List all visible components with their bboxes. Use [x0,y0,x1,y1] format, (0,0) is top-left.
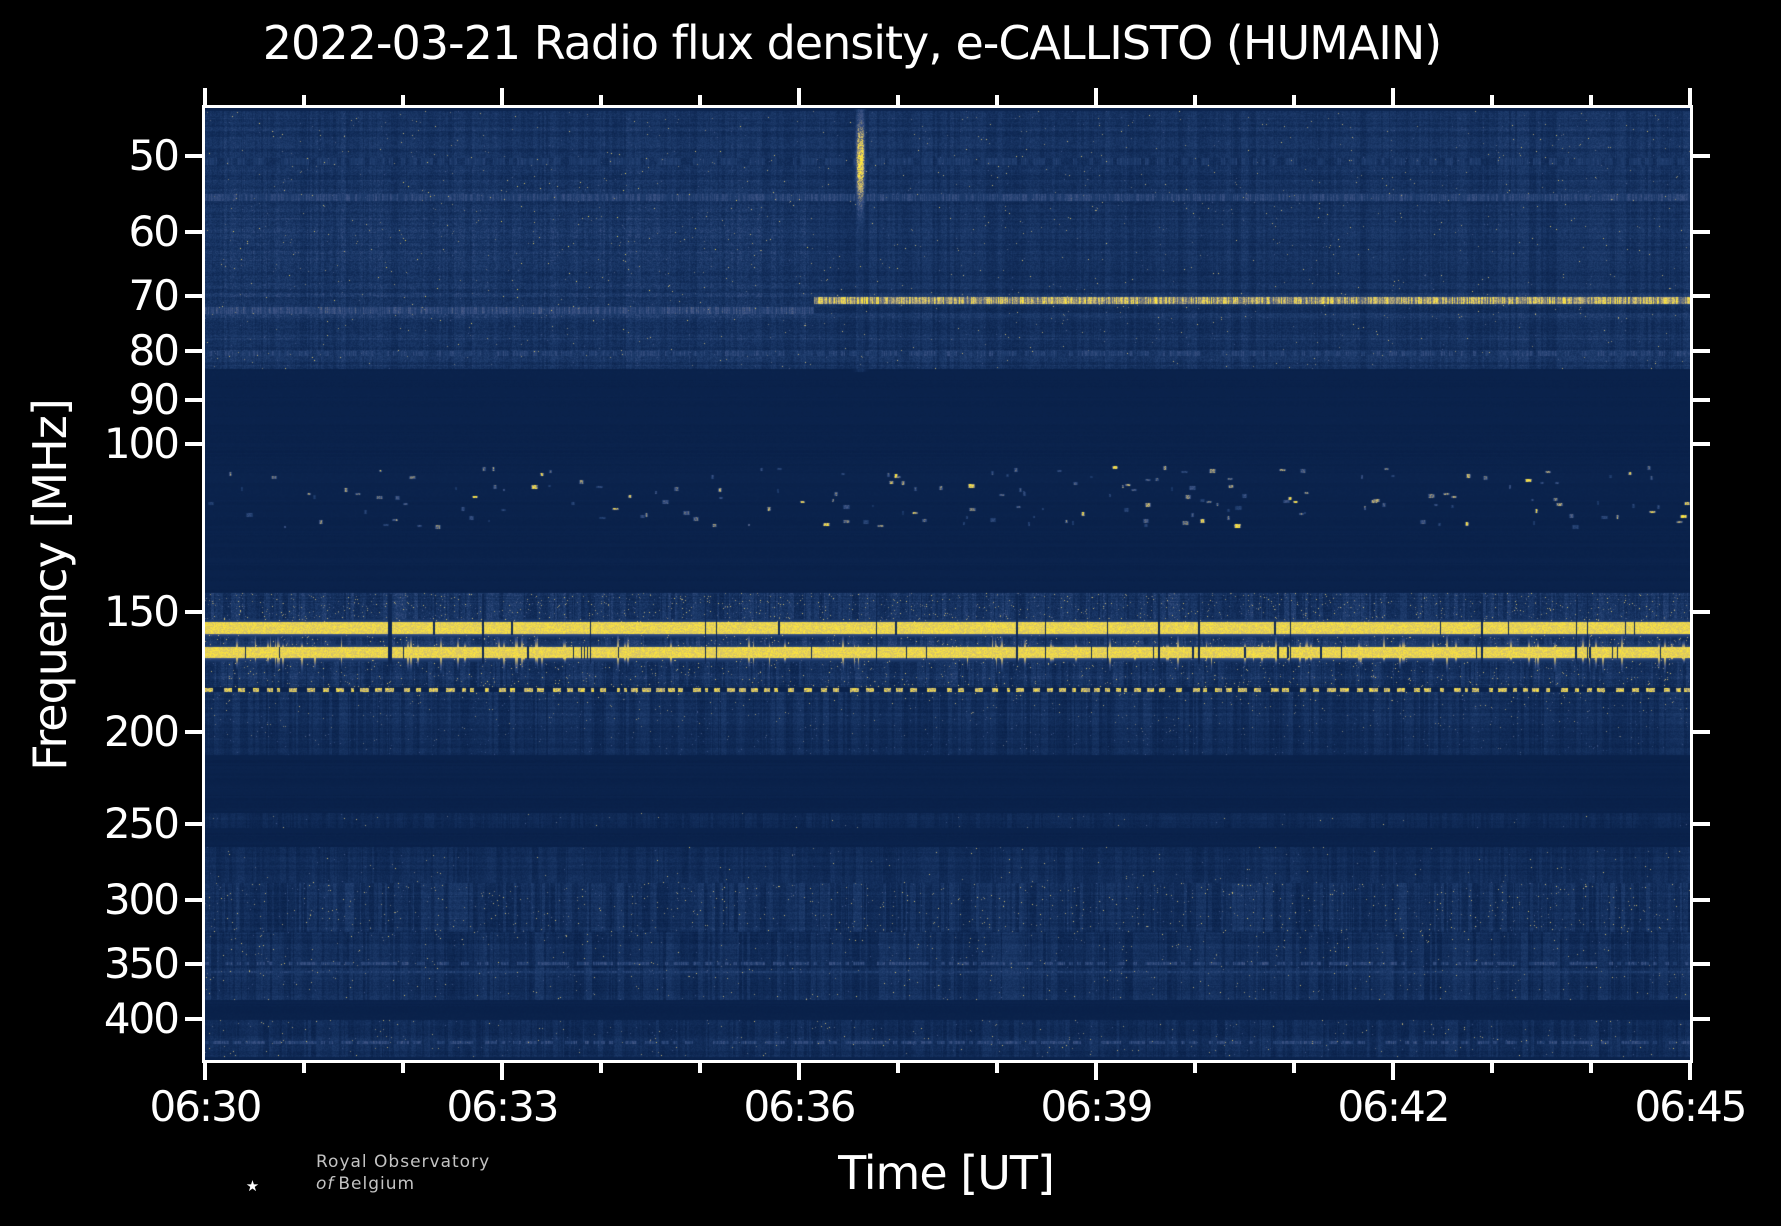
y-major-tick [185,729,202,734]
x-major-tick [1391,1063,1395,1080]
x-tick-label: 06:36 [743,1082,856,1131]
y-tick-label: 90 [128,375,180,425]
y-tick-label: 400 [103,994,180,1044]
y-major-tick-right [1693,154,1710,159]
x-minor-tick [995,1063,999,1073]
y-major-tick-right [1693,442,1710,447]
logo-line2: of Belgium [316,1174,416,1194]
x-minor-tick-top [1193,95,1197,105]
x-minor-tick-top [599,95,603,105]
y-major-tick [185,154,202,159]
y-major-tick-right [1693,398,1710,403]
x-minor-tick-top [401,95,405,105]
x-minor-tick [698,1063,702,1073]
y-major-tick-right [1693,230,1710,235]
y-tick-label: 100 [103,419,180,469]
x-major-tick [797,1063,801,1080]
y-major-tick-right [1693,898,1710,903]
x-major-tick [500,1063,504,1080]
x-tick-label: 06:30 [149,1082,262,1131]
chart-title: 2022-03-21 Radio flux density, e-CALLIST… [262,16,1442,70]
x-tick-label: 06:42 [1337,1082,1450,1131]
x-major-tick-top [203,88,207,105]
y-major-tick [185,610,202,615]
spectrogram-canvas [205,108,1690,1060]
y-tick-label: 60 [128,207,180,257]
y-tick-label: 350 [103,939,180,989]
rob-logo-text: Royal Observatory of Belgium [316,1141,490,1195]
y-tick-label: 80 [128,326,180,376]
y-major-tick [185,1017,202,1022]
x-minor-tick [1193,1063,1197,1073]
x-tick-label: 06:39 [1040,1082,1153,1131]
x-minor-tick [1589,1063,1593,1073]
x-major-tick-top [1094,88,1098,105]
x-minor-tick-top [896,95,900,105]
x-tick-label: 06:33 [446,1082,559,1131]
x-major-tick-top [1688,88,1692,105]
stars-row-1: ★ [245,1177,261,1195]
x-major-tick [203,1063,207,1080]
x-tick-label: 06:45 [1634,1082,1747,1131]
x-minor-tick-top [302,95,306,105]
y-major-tick [185,230,202,235]
x-axis-label: Time [UT] [838,1146,1055,1200]
y-major-tick [185,962,202,967]
y-major-tick [185,898,202,903]
x-minor-tick-top [995,95,999,105]
y-major-tick-right [1693,349,1710,354]
y-tick-label: 50 [128,131,180,181]
x-major-tick [1688,1063,1692,1080]
y-tick-label: 250 [103,799,180,849]
y-major-tick-right [1693,610,1710,615]
x-minor-tick-top [1589,95,1593,105]
y-major-tick [185,294,202,299]
y-major-tick-right [1693,822,1710,827]
x-major-tick-top [1391,88,1395,105]
logo-line1: Royal Observatory [316,1152,491,1172]
y-major-tick-right [1693,294,1710,299]
x-minor-tick [302,1063,306,1073]
y-tick-label: 200 [103,706,180,756]
y-tick-label: 300 [103,875,180,925]
y-tick-label: 70 [128,271,180,321]
y-major-tick [185,442,202,447]
x-major-tick-top [797,88,801,105]
x-minor-tick-top [698,95,702,105]
rob-logo-stars-icon: ★ ★ ★ ★ ★ ★ ★ ★ ★ ★ [198,1141,308,1226]
x-minor-tick [1292,1063,1296,1073]
rob-logo: ★ ★ ★ ★ ★ ★ ★ ★ ★ ★ Royal Observatory of… [198,1141,490,1226]
x-minor-tick-top [1292,95,1296,105]
y-major-tick-right [1693,729,1710,734]
y-major-tick [185,349,202,354]
x-minor-tick [599,1063,603,1073]
y-major-tick [185,398,202,403]
x-minor-tick [896,1063,900,1073]
x-major-tick [1094,1063,1098,1080]
x-minor-tick [401,1063,405,1073]
x-minor-tick [1490,1063,1494,1073]
x-minor-tick-top [1490,95,1494,105]
y-major-tick-right [1693,1017,1710,1022]
y-major-tick-right [1693,962,1710,967]
y-major-tick [185,822,202,827]
x-major-tick-top [500,88,504,105]
y-tick-label: 150 [103,587,180,637]
